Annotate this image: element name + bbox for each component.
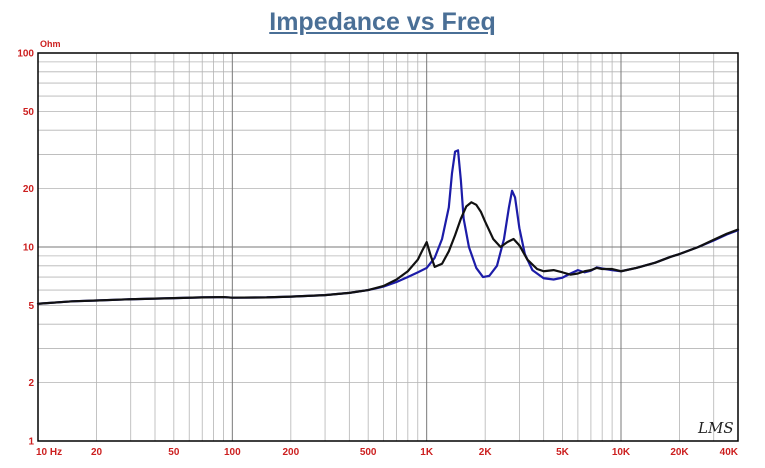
x-tick-label: 40K [720, 447, 739, 458]
x-tick-label: 10K [612, 447, 631, 458]
x-tick-label: 200 [282, 447, 299, 458]
y-tick-label: 20 [23, 184, 35, 195]
series-line-1 [36, 149, 740, 305]
x-tick-label: 20 [91, 447, 103, 458]
chart-title: Impedance vs Freq [269, 8, 496, 36]
lms-watermark: LMS [697, 419, 734, 437]
y-tick-label: 5 [28, 301, 34, 312]
series-layer [36, 149, 740, 305]
y-axis-unit: Ohm [40, 39, 61, 49]
x-tick-label: 1K [420, 447, 434, 458]
x-tick-label: 100 [224, 447, 241, 458]
y-tick-labels: 100 50 20 10 5 2 1 [17, 49, 34, 448]
y-tick-label: 2 [28, 378, 34, 389]
x-tick-labels: 10 Hz 20 50 100 200 500 1K 2K 5K 10K 20K 40K [36, 447, 739, 458]
y-tick-label: 50 [23, 107, 35, 118]
x-tick-label: 10 Hz [36, 447, 62, 458]
y-tick-label: 10 [23, 243, 35, 254]
y-tick-label: 100 [17, 49, 34, 60]
plot-frame [37, 52, 739, 442]
x-tick-label: 5K [556, 447, 570, 458]
x-tick-label: 500 [360, 447, 377, 458]
x-tick-label: 2K [479, 447, 493, 458]
x-tick-label: 20K [670, 447, 689, 458]
y-tick-label: 1 [28, 437, 34, 448]
series-line-2 [36, 201, 740, 305]
x-tick-label: 50 [168, 447, 180, 458]
